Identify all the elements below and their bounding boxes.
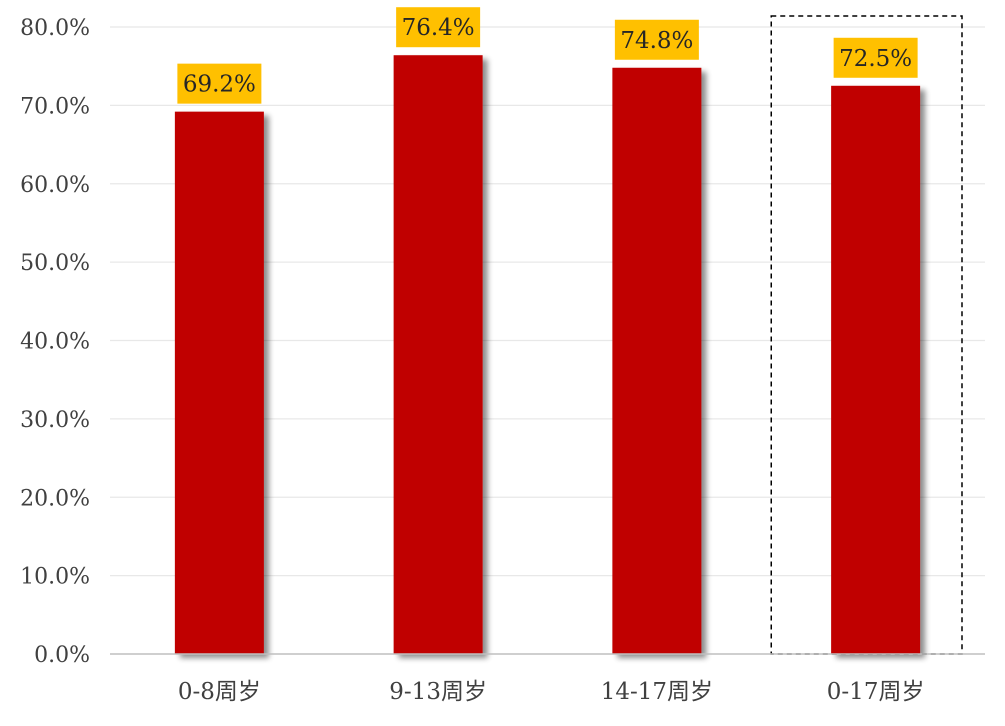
data-labels: 69.2% 76.4% 74.8% 72.5% — [177, 7, 918, 104]
bar — [831, 85, 921, 654]
y-tick-label: 80.0% — [20, 16, 90, 41]
data-label-background — [396, 7, 481, 48]
y-axis-tick-labels: 0.0% 10.0% 20.0% 30.0% 40.0% 50.0% 60.0% 70.0% 8… — [20, 16, 90, 668]
data-label: 69.2% — [183, 72, 256, 98]
x-category-label: 0-17周岁 — [827, 679, 925, 705]
data-label: 72.5% — [839, 46, 912, 72]
x-category-label: 9-13周岁 — [389, 679, 487, 705]
y-tick-label: 30.0% — [20, 408, 90, 433]
data-label-background — [614, 19, 699, 60]
data-label-background — [177, 63, 262, 104]
y-tick-label: 20.0% — [20, 486, 90, 511]
bar — [174, 111, 264, 654]
bar — [393, 55, 483, 654]
y-tick-label: 50.0% — [20, 251, 90, 276]
x-category-label: 14-17周岁 — [601, 679, 713, 705]
bars — [174, 55, 921, 654]
y-tick-label: 70.0% — [20, 94, 90, 119]
data-label: 76.4% — [402, 15, 475, 41]
y-tick-label: 0.0% — [34, 643, 90, 668]
x-category-label: 0-8周岁 — [178, 679, 261, 705]
data-label: 74.8% — [620, 28, 693, 54]
data-label-background — [833, 37, 918, 78]
y-tick-label: 10.0% — [20, 565, 90, 590]
x-axis-category-labels: 0-8周岁 9-13周岁 14-17周岁 0-17周岁 — [178, 679, 925, 705]
y-tick-label: 60.0% — [20, 173, 90, 198]
y-tick-label: 40.0% — [20, 330, 90, 355]
bar — [612, 67, 702, 654]
